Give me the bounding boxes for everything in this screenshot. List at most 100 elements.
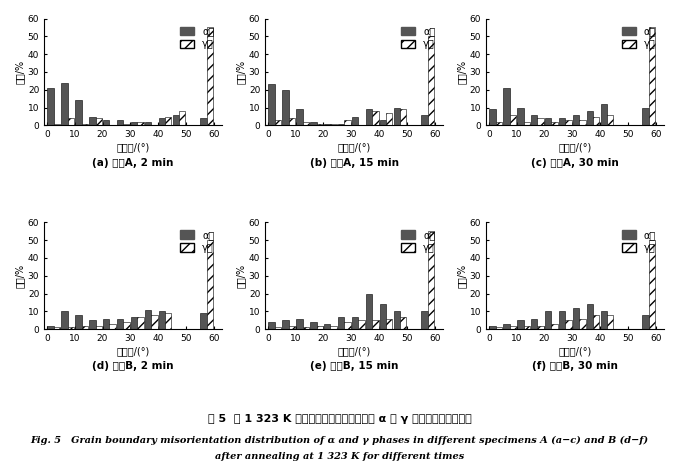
- Bar: [179, 111, 185, 125]
- Bar: [331, 325, 337, 329]
- Bar: [566, 320, 572, 329]
- Bar: [510, 325, 516, 329]
- Bar: [137, 317, 144, 329]
- Bar: [496, 122, 502, 125]
- Bar: [159, 119, 165, 125]
- Legend: α相, γ相: α相, γ相: [177, 23, 217, 52]
- Legend: α相, γ相: α相, γ相: [398, 227, 438, 256]
- Bar: [386, 319, 392, 329]
- X-axis label: 取向差/(°): 取向差/(°): [337, 142, 371, 152]
- Bar: [54, 327, 60, 329]
- Bar: [48, 88, 54, 125]
- Y-axis label: 占比/%: 占比/%: [457, 263, 467, 288]
- Bar: [338, 317, 344, 329]
- Bar: [282, 320, 289, 329]
- Bar: [642, 107, 648, 125]
- Bar: [310, 322, 316, 329]
- Bar: [386, 113, 392, 125]
- Bar: [531, 115, 538, 125]
- Bar: [545, 312, 551, 329]
- Bar: [517, 320, 524, 329]
- Bar: [551, 324, 557, 329]
- Bar: [68, 119, 74, 125]
- Bar: [338, 124, 344, 125]
- Bar: [131, 122, 137, 125]
- Text: (f) 试样B, 30 min: (f) 试样B, 30 min: [532, 361, 618, 371]
- Bar: [316, 124, 323, 125]
- Y-axis label: 占比/%: 占比/%: [15, 263, 25, 288]
- Bar: [490, 109, 496, 125]
- Bar: [316, 325, 323, 329]
- Bar: [400, 317, 406, 329]
- Bar: [579, 319, 585, 329]
- Bar: [503, 324, 510, 329]
- Bar: [96, 325, 102, 329]
- Legend: α相, γ相: α相, γ相: [398, 23, 438, 52]
- X-axis label: 取向差/(°): 取向差/(°): [558, 346, 591, 356]
- Bar: [117, 120, 124, 125]
- Bar: [117, 319, 124, 329]
- Bar: [151, 315, 158, 329]
- Bar: [359, 320, 365, 329]
- Bar: [366, 109, 372, 125]
- Bar: [559, 119, 566, 125]
- X-axis label: 取向差/(°): 取向差/(°): [337, 346, 371, 356]
- Bar: [61, 312, 68, 329]
- Bar: [124, 124, 130, 125]
- Bar: [344, 322, 351, 329]
- Bar: [372, 320, 378, 329]
- Bar: [282, 90, 289, 125]
- Bar: [296, 109, 303, 125]
- Bar: [331, 124, 337, 125]
- X-axis label: 取向差/(°): 取向差/(°): [117, 142, 150, 152]
- Bar: [165, 117, 172, 125]
- Bar: [566, 120, 572, 125]
- Bar: [503, 88, 510, 125]
- Bar: [103, 319, 109, 329]
- Bar: [310, 122, 316, 125]
- Legend: α相, γ相: α相, γ相: [177, 227, 217, 256]
- Bar: [324, 324, 331, 329]
- Bar: [207, 27, 213, 125]
- Bar: [648, 27, 655, 125]
- Bar: [380, 120, 386, 125]
- Bar: [48, 325, 54, 329]
- Bar: [607, 315, 613, 329]
- Text: (b) 试样A, 15 min: (b) 试样A, 15 min: [310, 157, 399, 168]
- Text: 图 5  在 1 323 K 退火不同时间后不同试样中 α 和 γ 相的晶界取向差分布: 图 5 在 1 323 K 退火不同时间后不同试样中 α 和 γ 相的晶界取向差…: [208, 414, 471, 424]
- Bar: [573, 115, 579, 125]
- Text: Fig. 5   Grain boundary misorientation distribution of α and γ phases in differe: Fig. 5 Grain boundary misorientation dis…: [31, 436, 648, 445]
- Legend: α相, γ相: α相, γ相: [619, 23, 659, 52]
- Bar: [551, 122, 557, 125]
- Bar: [538, 325, 544, 329]
- Legend: α相, γ相: α相, γ相: [619, 227, 659, 256]
- Bar: [422, 115, 428, 125]
- Bar: [145, 122, 151, 125]
- Bar: [96, 119, 102, 125]
- Bar: [275, 120, 281, 125]
- Bar: [394, 107, 400, 125]
- Bar: [428, 231, 434, 329]
- Bar: [524, 325, 530, 329]
- Bar: [601, 104, 607, 125]
- Bar: [131, 317, 137, 329]
- Bar: [200, 119, 207, 125]
- Bar: [81, 124, 88, 125]
- Bar: [510, 115, 516, 125]
- Bar: [124, 322, 130, 329]
- Bar: [642, 315, 648, 329]
- X-axis label: 取向差/(°): 取向差/(°): [117, 346, 150, 356]
- Bar: [75, 315, 81, 329]
- Bar: [137, 122, 144, 125]
- Bar: [145, 310, 151, 329]
- Bar: [207, 240, 213, 329]
- Bar: [517, 107, 524, 125]
- Bar: [275, 327, 281, 329]
- Bar: [648, 240, 655, 329]
- Bar: [559, 312, 566, 329]
- Bar: [324, 124, 331, 125]
- Text: (d) 试样B, 2 min: (d) 试样B, 2 min: [92, 361, 174, 371]
- Bar: [490, 325, 496, 329]
- Bar: [289, 325, 295, 329]
- Bar: [587, 111, 593, 125]
